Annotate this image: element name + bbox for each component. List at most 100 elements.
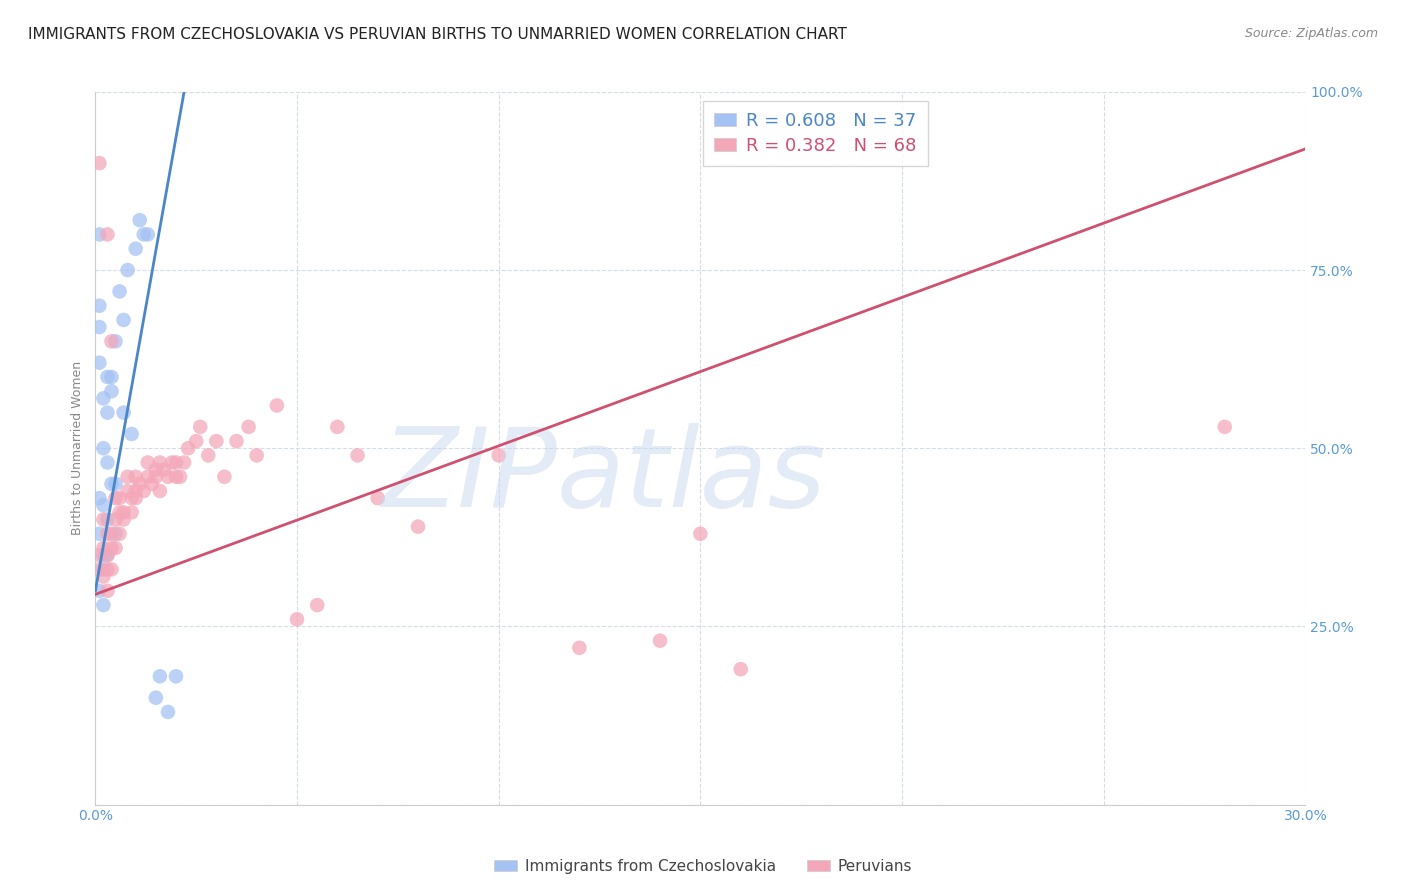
Point	[108, 505, 131, 519]
Point	[93, 541, 115, 555]
Point	[100, 370, 122, 384]
Point	[136, 227, 159, 242]
Point	[648, 633, 671, 648]
Point	[104, 512, 127, 526]
Point	[165, 669, 187, 683]
Point	[100, 541, 122, 555]
Point	[100, 384, 122, 399]
Point	[128, 476, 150, 491]
Point	[112, 512, 135, 526]
Point	[89, 227, 111, 242]
Point	[173, 455, 195, 469]
Point	[246, 449, 269, 463]
Point	[96, 526, 118, 541]
Legend: R = 0.608   N = 37, R = 0.382   N = 68: R = 0.608 N = 37, R = 0.382 N = 68	[703, 101, 928, 166]
Point	[149, 483, 172, 498]
Point	[100, 562, 122, 576]
Point	[117, 483, 139, 498]
Point	[689, 526, 711, 541]
Point	[112, 505, 135, 519]
Point	[89, 548, 111, 562]
Point	[568, 640, 591, 655]
Point	[93, 392, 115, 406]
Point	[89, 562, 111, 576]
Point	[93, 562, 115, 576]
Point	[165, 469, 187, 483]
Point	[121, 491, 143, 505]
Point	[285, 612, 308, 626]
Point	[145, 469, 167, 483]
Point	[169, 469, 191, 483]
Point	[125, 491, 148, 505]
Point	[108, 491, 131, 505]
Text: Source: ZipAtlas.com: Source: ZipAtlas.com	[1244, 27, 1378, 40]
Point	[104, 491, 127, 505]
Point	[125, 242, 148, 256]
Y-axis label: Births to Unmarried Women: Births to Unmarried Women	[72, 361, 84, 535]
Point	[145, 462, 167, 476]
Point	[89, 583, 111, 598]
Point	[188, 420, 211, 434]
Point	[156, 705, 179, 719]
Point	[225, 434, 247, 449]
Point	[132, 227, 155, 242]
Point	[93, 548, 115, 562]
Point	[149, 455, 172, 469]
Point	[121, 427, 143, 442]
Point	[89, 526, 111, 541]
Point	[145, 690, 167, 705]
Point	[186, 434, 208, 449]
Point	[132, 483, 155, 498]
Point	[128, 213, 150, 227]
Point	[141, 476, 163, 491]
Point	[93, 512, 115, 526]
Point	[96, 548, 118, 562]
Point	[488, 449, 510, 463]
Point	[307, 598, 329, 612]
Point	[165, 455, 187, 469]
Point	[104, 526, 127, 541]
Point	[730, 662, 752, 676]
Point	[100, 526, 122, 541]
Point	[96, 455, 118, 469]
Point	[96, 406, 118, 420]
Text: ZIPatlas: ZIPatlas	[381, 423, 825, 530]
Point	[238, 420, 260, 434]
Point	[89, 491, 111, 505]
Point	[112, 313, 135, 327]
Point	[125, 469, 148, 483]
Point	[214, 469, 236, 483]
Point	[89, 356, 111, 370]
Point	[177, 442, 200, 456]
Point	[93, 598, 115, 612]
Point	[96, 548, 118, 562]
Point	[93, 442, 115, 456]
Point	[136, 455, 159, 469]
Point	[108, 526, 131, 541]
Point	[156, 469, 179, 483]
Point	[125, 483, 148, 498]
Point	[96, 512, 118, 526]
Point	[96, 562, 118, 576]
Legend: Immigrants from Czechoslovakia, Peruvians: Immigrants from Czechoslovakia, Peruvian…	[488, 853, 918, 880]
Point	[100, 334, 122, 349]
Point	[100, 476, 122, 491]
Point	[96, 583, 118, 598]
Point	[96, 370, 118, 384]
Point	[117, 469, 139, 483]
Point	[197, 449, 219, 463]
Point	[346, 449, 368, 463]
Point	[406, 519, 429, 533]
Point	[1213, 420, 1236, 434]
Point	[108, 285, 131, 299]
Point	[367, 491, 389, 505]
Point	[121, 505, 143, 519]
Text: IMMIGRANTS FROM CZECHOSLOVAKIA VS PERUVIAN BIRTHS TO UNMARRIED WOMEN CORRELATION: IMMIGRANTS FROM CZECHOSLOVAKIA VS PERUVI…	[28, 27, 846, 42]
Point	[266, 399, 288, 413]
Point	[160, 455, 183, 469]
Point	[104, 334, 127, 349]
Point	[93, 569, 115, 583]
Point	[117, 263, 139, 277]
Point	[96, 227, 118, 242]
Point	[104, 541, 127, 555]
